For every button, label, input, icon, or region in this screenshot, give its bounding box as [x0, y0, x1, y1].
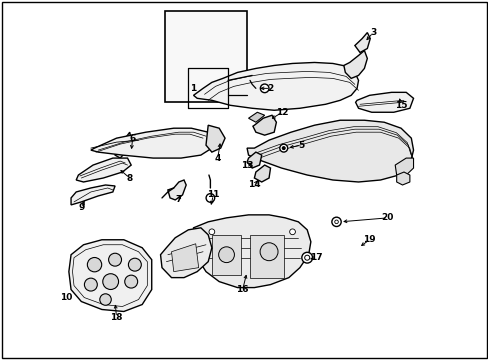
- Text: 20: 20: [381, 213, 393, 222]
- Polygon shape: [355, 92, 413, 112]
- Polygon shape: [252, 115, 276, 135]
- Text: 13: 13: [240, 161, 253, 170]
- Text: 9: 9: [78, 203, 84, 212]
- Text: 6: 6: [129, 134, 136, 143]
- Polygon shape: [91, 128, 215, 158]
- Circle shape: [301, 252, 312, 263]
- Text: 16: 16: [236, 285, 248, 294]
- Bar: [164, 11, 247, 102]
- Circle shape: [260, 243, 278, 261]
- Polygon shape: [205, 125, 224, 152]
- Polygon shape: [171, 244, 198, 272]
- Text: 11: 11: [206, 190, 219, 199]
- Text: 17: 17: [309, 253, 322, 262]
- Polygon shape: [76, 158, 131, 182]
- Polygon shape: [354, 32, 369, 53]
- Polygon shape: [115, 132, 131, 158]
- Circle shape: [87, 257, 102, 272]
- Text: 14: 14: [247, 180, 260, 189]
- Polygon shape: [249, 235, 283, 278]
- Text: 5: 5: [298, 141, 304, 150]
- Polygon shape: [254, 165, 270, 182]
- Polygon shape: [193, 62, 358, 110]
- Polygon shape: [343, 50, 366, 78]
- Polygon shape: [193, 215, 310, 288]
- Text: 19: 19: [363, 235, 375, 244]
- Circle shape: [260, 84, 268, 93]
- Text: 12: 12: [275, 108, 288, 117]
- Polygon shape: [394, 158, 413, 175]
- Text: 7: 7: [175, 195, 182, 204]
- Text: 8: 8: [126, 174, 133, 183]
- Text: 1: 1: [189, 84, 196, 93]
- Text: 15: 15: [394, 101, 407, 110]
- Circle shape: [128, 258, 141, 271]
- Circle shape: [124, 275, 137, 288]
- Circle shape: [102, 274, 118, 289]
- Circle shape: [208, 229, 214, 235]
- Circle shape: [282, 147, 285, 149]
- Text: 3: 3: [369, 28, 376, 37]
- Text: 18: 18: [110, 313, 122, 322]
- Circle shape: [108, 253, 122, 266]
- Circle shape: [218, 247, 234, 262]
- Text: 2: 2: [267, 84, 273, 93]
- Polygon shape: [69, 240, 151, 311]
- Polygon shape: [246, 120, 413, 182]
- Circle shape: [205, 194, 214, 202]
- Circle shape: [331, 217, 341, 226]
- Polygon shape: [396, 172, 409, 185]
- Circle shape: [100, 294, 111, 305]
- Circle shape: [84, 278, 97, 291]
- Polygon shape: [248, 112, 264, 122]
- Polygon shape: [167, 180, 186, 200]
- Circle shape: [289, 229, 295, 235]
- Polygon shape: [211, 235, 241, 275]
- Circle shape: [334, 220, 338, 224]
- Circle shape: [279, 144, 287, 152]
- Polygon shape: [71, 185, 115, 205]
- Text: 10: 10: [60, 293, 72, 302]
- Circle shape: [304, 255, 309, 260]
- Text: 4: 4: [214, 154, 221, 163]
- Polygon shape: [160, 228, 211, 278]
- Polygon shape: [246, 152, 261, 168]
